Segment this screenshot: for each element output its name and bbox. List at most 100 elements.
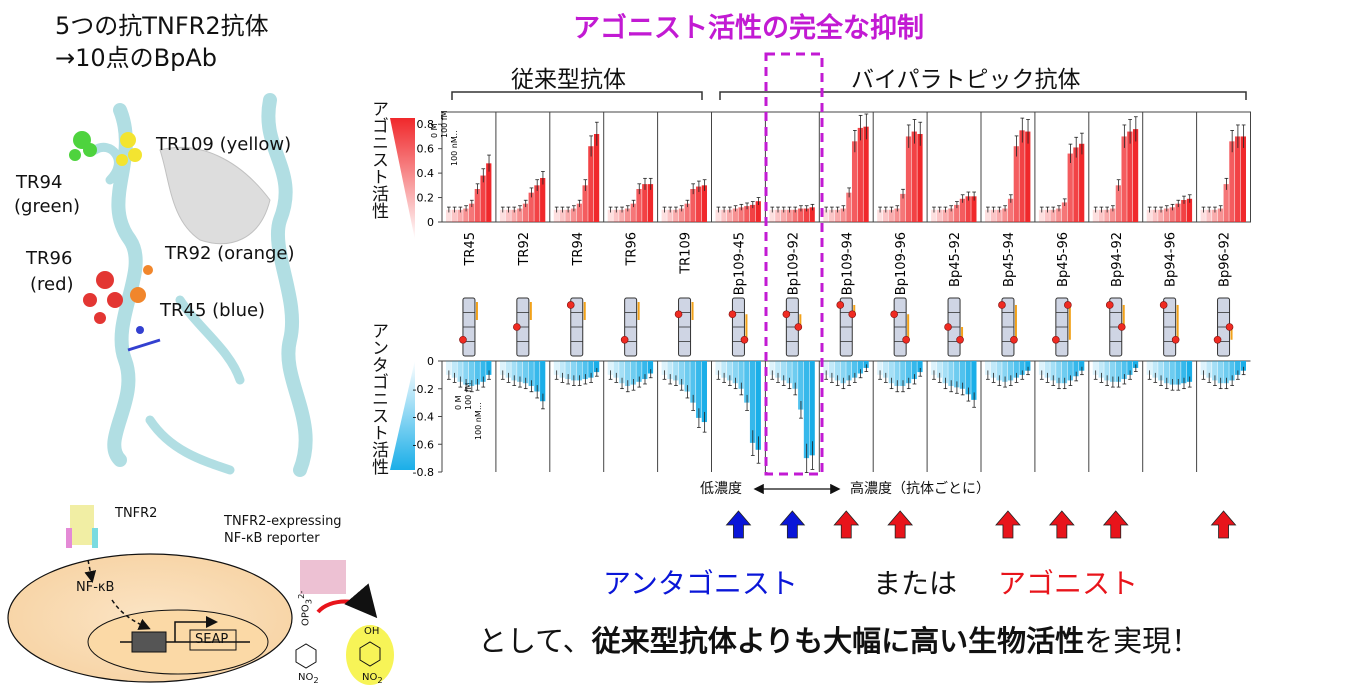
activity-arrow-red xyxy=(995,510,1021,539)
label-tr94-color: (green) xyxy=(14,196,81,217)
category-label: Bp109-94 xyxy=(840,232,855,295)
antagonist-bar xyxy=(474,361,480,385)
antagonist-tick-label: -0.8 xyxy=(413,466,434,479)
agonist-bar xyxy=(696,186,702,222)
agonist-bar xyxy=(517,208,523,222)
antagonist-bar xyxy=(829,361,835,378)
antagonist-bar xyxy=(613,361,619,378)
agonist-bar xyxy=(851,141,858,222)
agonist-bar xyxy=(499,209,506,222)
antagonist-bar xyxy=(840,361,846,384)
agonist-tick-label: 0.2 xyxy=(417,192,435,205)
agonist-bar xyxy=(882,209,889,222)
agonist-bar xyxy=(1061,202,1068,222)
agonist-bar xyxy=(738,207,744,222)
agonist-bar xyxy=(780,209,787,222)
agonist-bar xyxy=(1056,208,1062,222)
title-line2: →10点のBpAb xyxy=(55,44,217,72)
agonist-bar xyxy=(1212,209,1218,222)
antagonist-bar xyxy=(1098,361,1104,378)
category-label: TR94 xyxy=(571,232,586,267)
dose-legend-agonist: 0 M xyxy=(430,123,439,138)
agonist-bar xyxy=(834,209,841,222)
agonist-bar xyxy=(528,192,534,222)
agonist-bar xyxy=(505,209,511,222)
agonist-bar xyxy=(917,134,923,222)
antagonist-bar xyxy=(726,361,733,381)
binding-site-dot xyxy=(902,335,910,344)
binding-site-dot xyxy=(956,335,964,344)
antagonist-bar xyxy=(931,361,937,375)
agonist-bar xyxy=(1025,131,1031,222)
agonist-bar xyxy=(1067,153,1073,222)
binding-site-dot xyxy=(1052,335,1060,344)
agonist-bar xyxy=(607,209,613,222)
agonist-bar xyxy=(701,185,707,222)
activity-arrow-red xyxy=(1102,510,1129,539)
agonist-bar xyxy=(619,209,625,222)
conclusion: として、従来型抗体よりも大幅に高い生物活性を実現！ xyxy=(478,618,1200,660)
antagonist-bar xyxy=(744,361,750,403)
agonist-bar xyxy=(905,136,912,222)
bracket-biparatopic xyxy=(719,91,1247,100)
dose-legend-antagonist: 100 fM xyxy=(464,382,473,410)
agonist-bar xyxy=(888,209,894,222)
antagonist-bar xyxy=(1002,361,1008,382)
label-no2-left: NO2 xyxy=(298,672,319,685)
antagonist-bar xyxy=(917,361,923,373)
antagonist-bar xyxy=(571,361,577,381)
title-line1: 5つの抗TNFR2抗体 xyxy=(55,12,269,40)
category-label: Bp109-92 xyxy=(786,232,801,295)
dose-legend-agonist: 100 nM xyxy=(450,136,459,166)
antagonist-bar xyxy=(882,361,889,378)
label-seap: SEAP xyxy=(195,632,229,647)
antagonist-bar xyxy=(857,361,863,374)
antagonist-bar xyxy=(846,361,852,381)
antagonist-bar xyxy=(985,361,991,375)
antagonist-bar xyxy=(534,361,540,392)
agonist-bar xyxy=(769,209,775,222)
antagonist-bar xyxy=(463,361,469,385)
antagonist-bar xyxy=(851,361,858,378)
antagonist-bar xyxy=(559,361,565,378)
antagonist-bar xyxy=(499,361,506,375)
agonist-bar xyxy=(1163,208,1170,222)
antagonist-bar xyxy=(1235,361,1241,375)
antagonist-bar xyxy=(1056,361,1062,384)
antagonist-bar xyxy=(1092,361,1099,375)
antagonist-bar xyxy=(1152,361,1158,378)
binding-site-dot xyxy=(513,323,521,331)
agonist-bar xyxy=(959,198,966,222)
label-tr96-color: (red) xyxy=(30,274,74,295)
agonist-bar xyxy=(534,185,540,222)
agonist-bar xyxy=(636,189,642,222)
antagonist-bar xyxy=(1158,361,1164,381)
antagonist-bar xyxy=(565,361,571,380)
antagonist-bar xyxy=(1146,361,1152,375)
category-label: Bp94-96 xyxy=(1164,232,1179,287)
antagonist-bar xyxy=(1044,361,1050,378)
antagonist-bar xyxy=(624,361,631,386)
antagonist-bar xyxy=(696,361,702,418)
agonist-bar xyxy=(911,131,917,222)
antagonist-bar xyxy=(667,361,673,380)
agonist-bar xyxy=(715,209,721,222)
agonist-bar xyxy=(1092,209,1099,222)
agonist-bar xyxy=(1007,198,1014,222)
agonist-bar xyxy=(823,209,829,222)
binding-site-dot xyxy=(794,323,803,331)
agonist-tick-label: 0.4 xyxy=(417,167,435,180)
antagonist-bar xyxy=(965,361,971,395)
category-label: Bp109-96 xyxy=(894,232,909,295)
antagonist-bar xyxy=(636,361,642,382)
antagonist-bar xyxy=(1121,361,1127,380)
antagonist-bar xyxy=(834,361,841,381)
antagonist-tick-label: -0.4 xyxy=(413,411,434,424)
agonist-bar xyxy=(792,209,798,222)
antagonist-bar xyxy=(996,361,1002,381)
activity-arrow-blue xyxy=(725,510,752,539)
antagonist-tick-label: 0 xyxy=(427,355,434,368)
agonist-bar xyxy=(463,208,469,222)
agonist-bar xyxy=(1044,209,1050,222)
conclusion-bold: 従来型抗体よりも大幅に高い生物活性 xyxy=(591,624,1085,658)
